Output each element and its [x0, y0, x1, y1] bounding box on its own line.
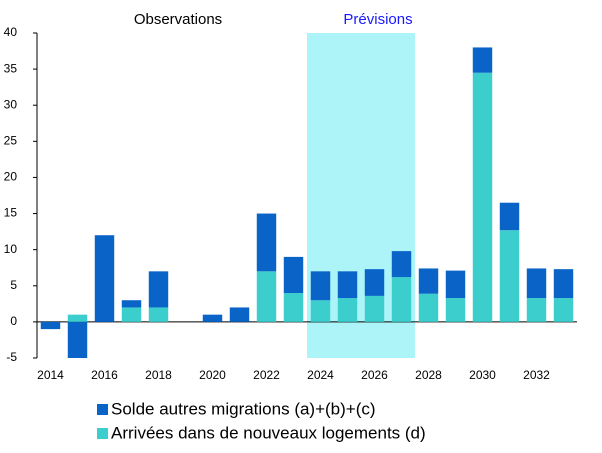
bar-segment [472, 72, 493, 322]
bar-segment [148, 271, 169, 308]
annotation: Prévisions [343, 11, 412, 28]
bar-segment [229, 307, 250, 322]
bar-segment [364, 269, 385, 296]
y-tick-label: 30 [4, 97, 18, 111]
y-tick-label: 10 [4, 242, 18, 256]
bar-segment [499, 230, 520, 322]
bar-segment [202, 314, 223, 322]
bar-segment [526, 298, 547, 322]
bar-segment [445, 298, 466, 322]
legend-swatch [97, 428, 108, 439]
bar-segment [310, 271, 331, 301]
y-tick-label: 20 [4, 170, 18, 184]
x-tick-label: 2026 [361, 368, 388, 382]
x-tick-label: 2028 [415, 368, 442, 382]
bar-segment [526, 268, 547, 299]
bar-segment [121, 300, 142, 308]
x-tick-label: 2030 [469, 368, 496, 382]
x-tick-label: 2014 [37, 368, 64, 382]
legend-label: Arrivées dans de nouveaux logements (d) [111, 423, 426, 442]
x-tick-label: 2020 [199, 368, 226, 382]
bar-segment [418, 268, 439, 294]
bar-segment [121, 307, 142, 322]
x-tick-label: 2032 [523, 368, 550, 382]
x-tick-label: 2024 [307, 368, 334, 382]
bar-segment [256, 213, 277, 272]
bar-segment [256, 271, 277, 322]
annotation: Observations [134, 11, 222, 28]
bar-segment [337, 271, 358, 299]
bar-segment [418, 293, 439, 322]
bar-segment [283, 256, 304, 293]
bar-segment [553, 269, 574, 299]
y-tick-label: 5 [10, 278, 17, 292]
y-tick-label: 35 [4, 61, 18, 75]
bar-segment [94, 235, 115, 322]
bar-segment [499, 202, 520, 231]
x-tick-label: 2016 [91, 368, 118, 382]
bar-segment [391, 277, 412, 322]
bar-segment [283, 293, 304, 322]
bar-segment [364, 295, 385, 322]
legend-swatch [97, 404, 108, 415]
y-tick-label: 0 [10, 314, 17, 328]
y-tick-label: -5 [6, 350, 17, 364]
bar-segment [391, 251, 412, 278]
bar-segment [445, 270, 466, 299]
y-tick-label: 40 [4, 25, 18, 39]
legend-label: Solde autres migrations (a)+(b)+(c) [111, 399, 376, 418]
bar-segment [310, 300, 331, 322]
bar-segment [67, 321, 88, 358]
bar-segment [67, 314, 88, 322]
x-tick-label: 2018 [145, 368, 172, 382]
bar-segment [553, 298, 574, 322]
y-tick-label: 25 [4, 134, 18, 148]
bar-segment [148, 307, 169, 322]
x-tick-label: 2022 [253, 368, 280, 382]
bar-segment [40, 321, 61, 330]
bar-segment [472, 47, 493, 73]
y-tick-label: 15 [4, 206, 18, 220]
bar-segment [337, 298, 358, 322]
